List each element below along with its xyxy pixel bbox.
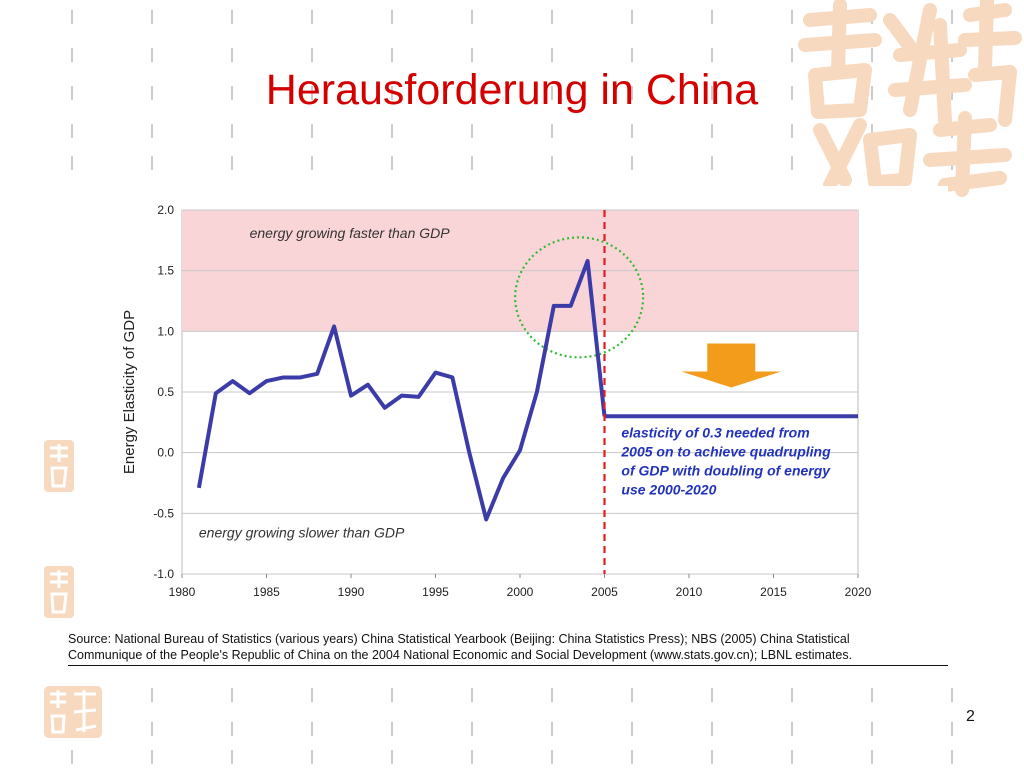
calligraphy-seal-small-3: [44, 686, 102, 738]
series-line: [196, 258, 607, 522]
annotation-target-line: elasticity of 0.3 needed from: [621, 424, 809, 440]
source-line-2: Communique of the People's Republic of C…: [68, 648, 853, 662]
slide-title: Herausforderung in China: [265, 66, 759, 114]
x-tick-label: 2015: [760, 585, 787, 599]
y-tick-label: -0.5: [153, 506, 174, 520]
calligraphy-seal-small-2: [44, 566, 74, 618]
page-number: 2: [966, 708, 975, 725]
y-tick-label: -1.0: [153, 567, 174, 581]
annotation-top-region: energy growing faster than GDP: [250, 225, 451, 241]
x-tick-label: 1990: [338, 585, 365, 599]
source-line-1: Source: National Bureau of Statistics (v…: [68, 632, 850, 646]
x-tick-label: 2010: [676, 585, 703, 599]
x-tick-label: 2005: [591, 585, 618, 599]
x-tick-label: 1995: [422, 585, 449, 599]
y-tick-label: 2.0: [157, 203, 174, 217]
annotation-bottom-region: energy growing slower than GDP: [199, 525, 405, 541]
chart-container: 2.0 1.5 1.0 0.5 0.0 -0.5 -1.0 1980 1985 1990 1995 2…: [110, 186, 948, 626]
elasticity-line-chart: 2.0 1.5 1.0 0.5 0.0 -0.5 -1.0 1980 1985 1990 1995 2…: [121, 203, 872, 599]
calligraphy-seal-small-1: [44, 440, 74, 492]
calligraphy-seal-large: [798, 0, 1022, 197]
y-tick-label: 0.5: [157, 385, 174, 399]
annotation-target-line: of GDP with doubling of energy: [621, 462, 831, 478]
y-tick-label: 1.5: [157, 264, 174, 278]
y-tick-label: 0.0: [157, 446, 174, 460]
x-tick-label: 2000: [507, 585, 534, 599]
y-tick-label: 1.0: [157, 324, 174, 338]
annotation-target-line: 2005 on to achieve quadrupling: [620, 443, 831, 459]
y-axis-label: Energy Elasticity of GDP: [121, 310, 138, 474]
source-note: Source: National Bureau of Statistics (v…: [68, 631, 948, 666]
x-tick-label: 1985: [253, 585, 280, 599]
x-tick-label: 1980: [169, 585, 196, 599]
annotation-target-line: use 2000-2020: [621, 481, 716, 497]
x-tick-label: 2020: [845, 585, 872, 599]
down-arrow-icon: [681, 343, 782, 388]
